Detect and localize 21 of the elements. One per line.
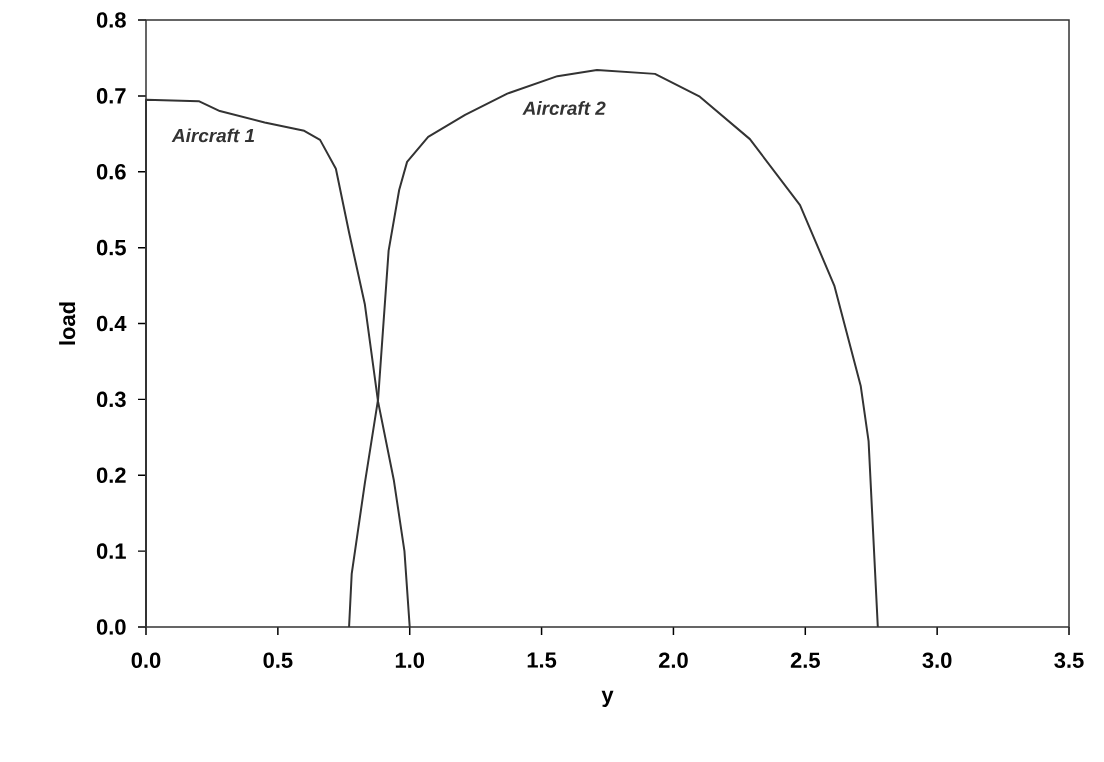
y-axis-title: load [59,302,76,345]
y-tick-label: 0.0 [96,619,126,635]
x-tick-label: 3.5 [1054,652,1084,669]
x-tick-label: 0.5 [263,652,293,669]
series-label: Aircraft 1 [171,128,255,143]
x-tick-label: 2.5 [790,652,820,669]
y-tick-label: 0.6 [96,163,126,180]
x-tick-label: 1.0 [395,652,425,669]
series-label: Aircraft 2 [522,101,606,115]
y-tick-label: 0.8 [96,12,126,28]
x-tick-label: 1.5 [527,652,557,668]
x-tick-label: 2.0 [658,652,688,669]
y-tick-label: 0.5 [96,239,126,256]
x-axis-title: y [601,690,614,707]
y-tick-label: 0.1 [96,543,126,559]
y-tick-label: 0.2 [96,467,126,484]
x-tick-label: 3.0 [922,652,952,669]
y-tick-label: 0.4 [96,315,127,332]
y-tick-label: 0.7 [96,88,126,104]
x-tick-label: 0.0 [131,652,161,669]
y-tick-label: 0.3 [96,391,126,408]
